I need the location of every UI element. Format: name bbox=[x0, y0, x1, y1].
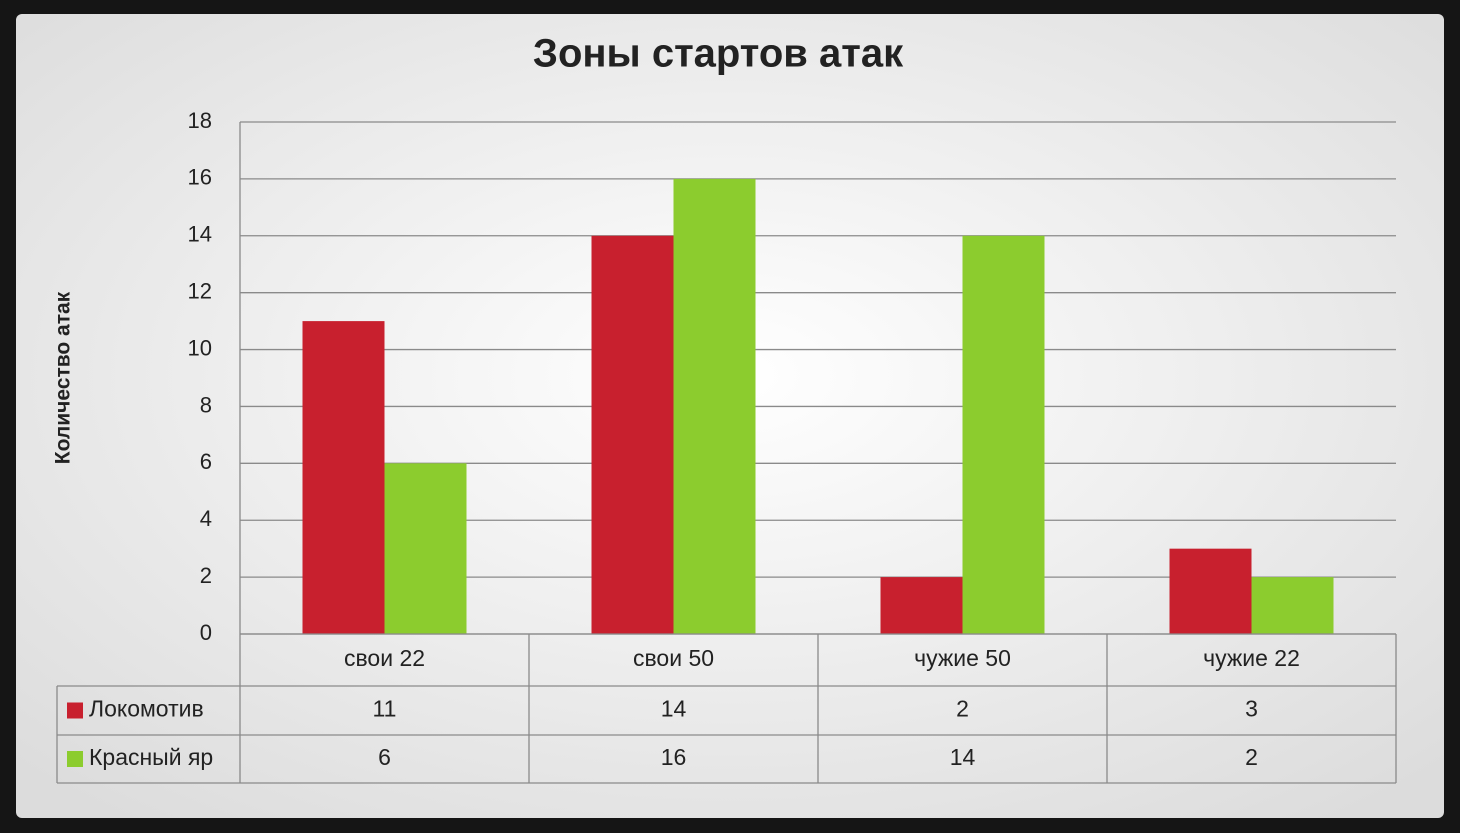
bar bbox=[673, 178, 756, 634]
legend-swatch bbox=[67, 702, 83, 719]
legend-label: Локомотив bbox=[89, 696, 204, 722]
y-tick-label: 10 bbox=[188, 335, 212, 360]
x-tick-label: чужие 50 bbox=[914, 645, 1011, 671]
table-value: 3 bbox=[1245, 696, 1258, 722]
table-value: 2 bbox=[956, 696, 969, 722]
bar bbox=[591, 235, 674, 634]
y-tick-label: 6 bbox=[200, 449, 212, 474]
legend-swatch bbox=[67, 751, 83, 767]
table-value: 6 bbox=[378, 744, 391, 770]
bar bbox=[1169, 548, 1252, 634]
y-tick-label: 14 bbox=[188, 222, 212, 247]
table-value: 14 bbox=[661, 696, 687, 722]
table-value: 11 bbox=[373, 696, 397, 722]
y-tick-label: 2 bbox=[200, 563, 212, 588]
y-tick-label: 16 bbox=[188, 165, 212, 190]
table-value: 14 bbox=[950, 744, 976, 770]
x-tick-label: свои 22 bbox=[344, 645, 425, 671]
chart-title: Зоны стартов атак bbox=[533, 32, 904, 76]
table-value: 16 bbox=[661, 744, 687, 770]
bar bbox=[302, 321, 385, 634]
bar bbox=[880, 577, 963, 634]
y-tick-label: 8 bbox=[200, 392, 212, 417]
x-tick-label: чужие 22 bbox=[1203, 645, 1300, 671]
x-tick-label: свои 50 bbox=[633, 645, 714, 671]
table-value: 2 bbox=[1245, 744, 1258, 770]
bar bbox=[962, 235, 1045, 634]
bar bbox=[384, 463, 467, 634]
y-tick-label: 18 bbox=[188, 108, 212, 133]
y-tick-label: 12 bbox=[188, 278, 212, 303]
y-axis-label: Количество атак bbox=[52, 291, 75, 464]
bar bbox=[1251, 577, 1334, 634]
y-tick-label: 4 bbox=[200, 506, 212, 531]
legend-label: Красный яр bbox=[89, 744, 213, 770]
y-tick-label: 0 bbox=[200, 620, 212, 645]
